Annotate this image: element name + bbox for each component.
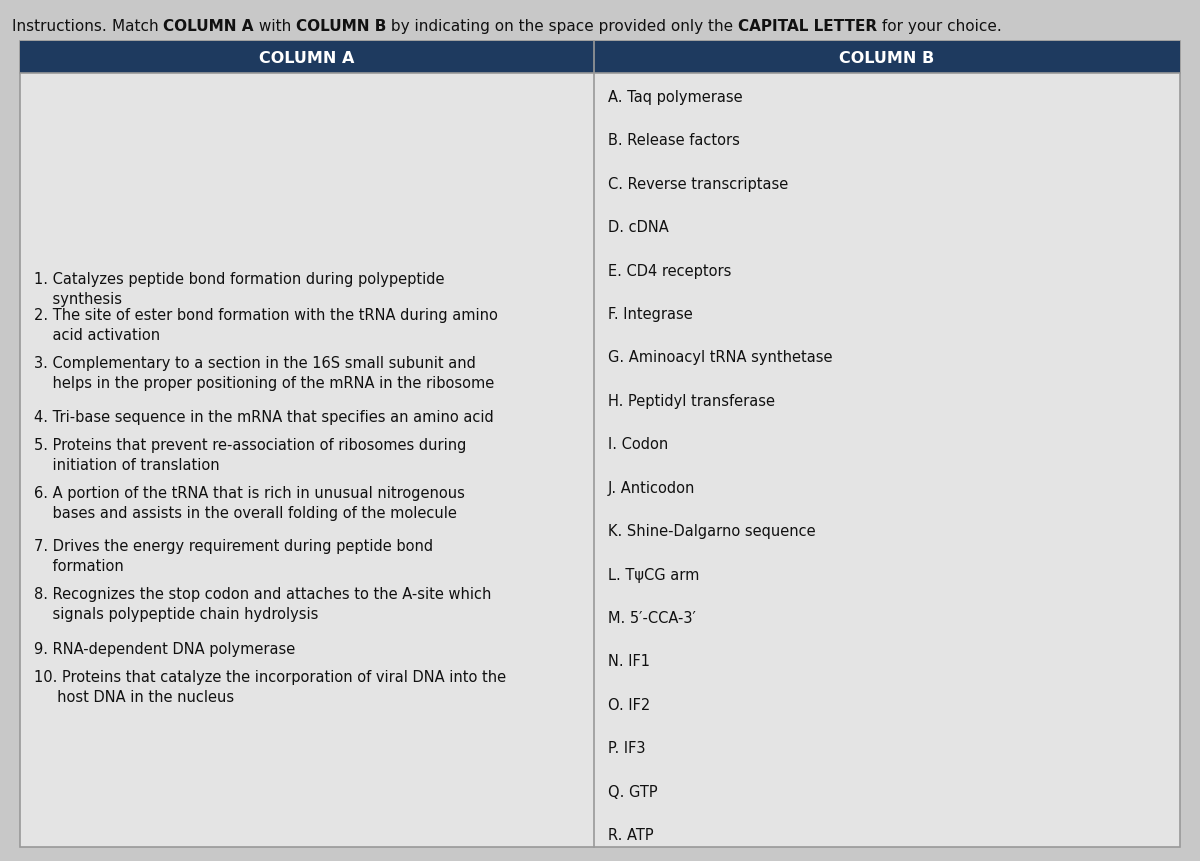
Text: D. cDNA: D. cDNA xyxy=(608,220,668,235)
Text: Q. GTP: Q. GTP xyxy=(608,784,658,799)
Text: C. Reverse transcriptase: C. Reverse transcriptase xyxy=(608,177,788,192)
Text: A. Taq polymerase: A. Taq polymerase xyxy=(608,90,743,105)
Text: E. CD4 receptors: E. CD4 receptors xyxy=(608,263,731,278)
Text: COLUMN B: COLUMN B xyxy=(839,51,935,65)
Text: Match: Match xyxy=(112,19,163,34)
Text: H. Peptidyl transferase: H. Peptidyl transferase xyxy=(608,393,775,408)
Text: G. Aminoacyl tRNA synthetase: G. Aminoacyl tRNA synthetase xyxy=(608,350,833,365)
Text: COLUMN A: COLUMN A xyxy=(259,51,355,65)
Text: B. Release factors: B. Release factors xyxy=(608,133,740,148)
Text: O. IF2: O. IF2 xyxy=(608,697,650,712)
Text: M. 5′-CCA-3′: M. 5′-CCA-3′ xyxy=(608,610,696,625)
Text: L. TψCG arm: L. TψCG arm xyxy=(608,567,700,582)
Text: J. Anticodon: J. Anticodon xyxy=(608,480,695,495)
Text: 2. The site of ester bond formation with the tRNA during amino
    acid activati: 2. The site of ester bond formation with… xyxy=(34,307,498,343)
Text: 3. Complementary to a section in the 16S small subunit and
    helps in the prop: 3. Complementary to a section in the 16S… xyxy=(34,356,494,391)
Bar xyxy=(594,42,1180,74)
Text: 5. Proteins that prevent re-association of ribosomes during
    initiation of tr: 5. Proteins that prevent re-association … xyxy=(34,437,467,473)
Text: P. IF3: P. IF3 xyxy=(608,740,646,755)
Text: 9. RNA-dependent DNA polymerase: 9. RNA-dependent DNA polymerase xyxy=(34,641,295,656)
Text: I. Codon: I. Codon xyxy=(608,437,668,452)
Text: with: with xyxy=(253,19,295,34)
Text: 10. Proteins that catalyze the incorporation of viral DNA into the
     host DNA: 10. Proteins that catalyze the incorpora… xyxy=(34,669,506,704)
Text: 6. A portion of the tRNA that is rich in unusual nitrogenous
    bases and assis: 6. A portion of the tRNA that is rich in… xyxy=(34,486,464,521)
Text: 8. Recognizes the stop codon and attaches to the A-site which
    signals polype: 8. Recognizes the stop codon and attache… xyxy=(34,586,491,622)
Text: COLUMN B: COLUMN B xyxy=(295,19,386,34)
Text: 4. Tri-base sequence in the mRNA that specifies an amino acid: 4. Tri-base sequence in the mRNA that sp… xyxy=(34,410,493,424)
Text: CAPITAL LETTER: CAPITAL LETTER xyxy=(738,19,877,34)
Text: F. Integrase: F. Integrase xyxy=(608,307,692,322)
Text: for your choice.: for your choice. xyxy=(877,19,1002,34)
Text: Instructions.: Instructions. xyxy=(12,19,112,34)
Text: 1. Catalyzes peptide bond formation during polypeptide
    synthesis: 1. Catalyzes peptide bond formation duri… xyxy=(34,272,444,307)
Text: 7. Drives the energy requirement during peptide bond
    formation: 7. Drives the energy requirement during … xyxy=(34,538,433,573)
Text: K. Shine-Dalgarno sequence: K. Shine-Dalgarno sequence xyxy=(608,523,816,538)
Text: N. IF1: N. IF1 xyxy=(608,653,650,669)
Text: R. ATP: R. ATP xyxy=(608,827,654,842)
Text: by indicating on the space provided only the: by indicating on the space provided only… xyxy=(386,19,738,34)
Bar xyxy=(20,42,594,74)
Text: COLUMN A: COLUMN A xyxy=(163,19,253,34)
